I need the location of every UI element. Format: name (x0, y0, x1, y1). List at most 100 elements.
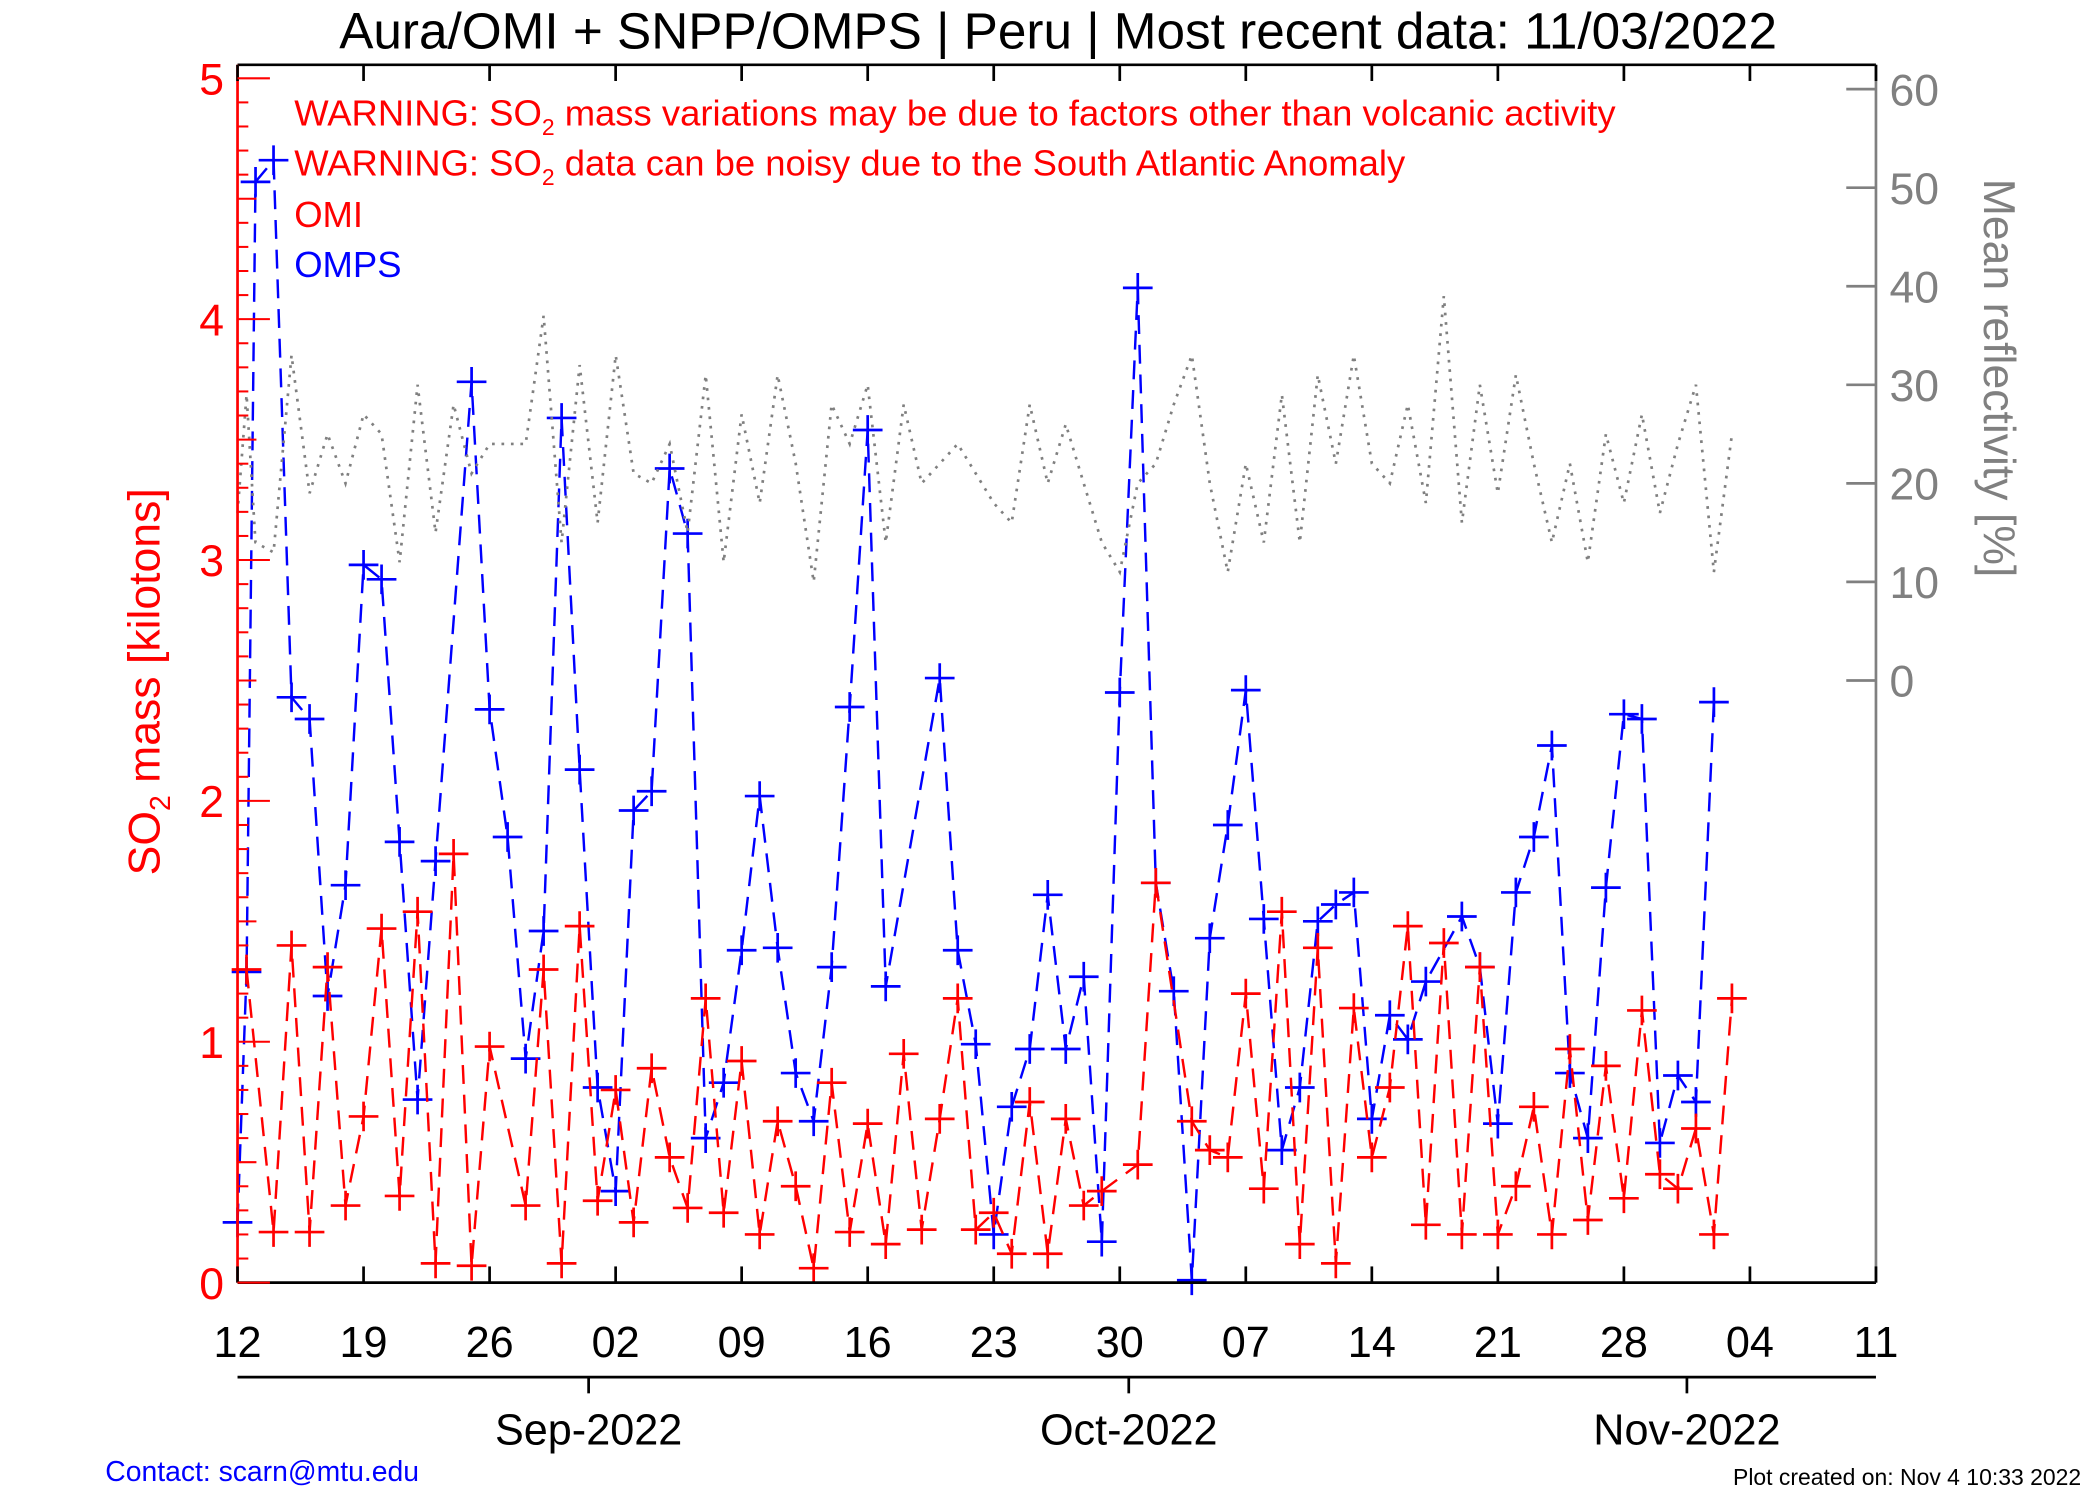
omi-point (1447, 1219, 1477, 1250)
omi-line (245, 853, 1734, 1269)
omi-point (726, 1046, 757, 1076)
omi-point (1410, 1209, 1441, 1240)
omps-point (636, 776, 667, 807)
omi-point (708, 1197, 739, 1228)
omi-point (348, 1101, 379, 1132)
omps-point (942, 935, 973, 966)
x-tick-label: 28 (1600, 1319, 1648, 1367)
omps-point (834, 692, 865, 722)
y2-tick-label: 30 (1889, 362, 1939, 411)
omi-point (1086, 1176, 1117, 1206)
omi-point (978, 1197, 1009, 1228)
omi-point (528, 954, 559, 985)
omi-point (1050, 1103, 1081, 1134)
omps-point (924, 663, 955, 693)
x-tick-label: 16 (844, 1319, 892, 1367)
omi-point (1194, 1135, 1225, 1166)
omps-point (1320, 889, 1351, 920)
y-tick-label: 1 (199, 1019, 224, 1068)
omps-point (1627, 704, 1657, 734)
y2-tick-label: 10 (1889, 559, 1939, 608)
x-tick-label: 04 (1726, 1319, 1774, 1367)
omps-point (690, 1123, 721, 1153)
legend: OMI OMPS (294, 194, 401, 285)
x-tick-label: 11 (1854, 1319, 1899, 1367)
contact-link[interactable]: Contact: scarn@mtu.edu (105, 1456, 419, 1488)
omps-point (1194, 923, 1225, 954)
omi-point (456, 1250, 487, 1281)
omi-point (600, 1075, 631, 1105)
omi-point (960, 1214, 991, 1245)
omi-point (780, 1171, 811, 1202)
omi-point (1699, 1219, 1729, 1250)
omi-point (1122, 1149, 1153, 1180)
warnings: WARNING: SO2 mass variations may be due … (294, 93, 1616, 190)
omps-point (960, 1029, 991, 1060)
omi-point (294, 1217, 325, 1247)
omps-point (1122, 273, 1153, 303)
omps-point (744, 781, 775, 811)
omi-point (546, 1248, 577, 1279)
month-label: Oct-2022 (1040, 1407, 1218, 1455)
omps-point (510, 1043, 541, 1074)
omi-point (1627, 995, 1657, 1026)
omps-point (1681, 1087, 1711, 1117)
omps-point (1104, 677, 1135, 708)
omi-point (654, 1142, 685, 1173)
omi-point (762, 1106, 793, 1137)
y-axis-label: SO2 mass [kilotons] (120, 488, 177, 875)
omps-point (330, 870, 361, 901)
omi-point (834, 1217, 865, 1247)
omps-point (780, 1058, 811, 1088)
y2-tick-label: 40 (1889, 263, 1939, 312)
omps-point (1032, 879, 1063, 910)
omps-point (654, 453, 685, 484)
omps-point (582, 1072, 613, 1103)
y2-tick-label: 50 (1889, 165, 1939, 214)
y-tick-label: 2 (199, 778, 224, 827)
omps-point (1266, 1135, 1297, 1166)
omi-point (1212, 1142, 1243, 1173)
omps-point (1573, 1123, 1603, 1153)
mean-reflectivity-line (236, 295, 1734, 583)
omps-point (528, 916, 559, 946)
omps-point (1645, 1128, 1675, 1158)
omps-point (1447, 901, 1477, 932)
omps-point (1663, 1060, 1693, 1091)
omi-point (1374, 1072, 1405, 1103)
omps-point (1537, 730, 1567, 761)
x-tick-label: 14 (1348, 1319, 1396, 1367)
omi-point (312, 952, 343, 982)
omi-point (510, 1190, 541, 1221)
omi-point (1248, 1173, 1279, 1204)
omi-point (1266, 896, 1297, 927)
omps-line (236, 157, 1716, 1281)
omi-point (870, 1229, 901, 1259)
x-tick-label: 09 (718, 1319, 766, 1367)
omps-point (1230, 675, 1261, 705)
omi-point (384, 1181, 415, 1211)
omps-point (1338, 877, 1369, 908)
omps-point (1483, 1108, 1513, 1139)
omi-point (1537, 1219, 1567, 1250)
omi-point (1068, 1190, 1099, 1221)
omps-point (348, 550, 379, 580)
omi-point (1609, 1183, 1639, 1214)
omi-point (1591, 1050, 1621, 1081)
omi-point (1176, 1106, 1207, 1137)
y2-tick-label: 20 (1889, 461, 1939, 510)
y-tick-label: 4 (199, 296, 224, 345)
omi-point (672, 1193, 703, 1223)
omi-point (816, 1067, 847, 1098)
omi-point (582, 1185, 613, 1216)
omi-point (1284, 1229, 1315, 1259)
omps-point (1176, 1265, 1207, 1296)
omi-point (1338, 993, 1369, 1023)
omi-point (276, 930, 307, 961)
omi-point (438, 839, 469, 869)
omps-point (276, 682, 307, 713)
omi-point (1555, 1034, 1585, 1064)
omi-point (420, 1248, 451, 1279)
x-tick-label: 21 (1474, 1319, 1522, 1367)
